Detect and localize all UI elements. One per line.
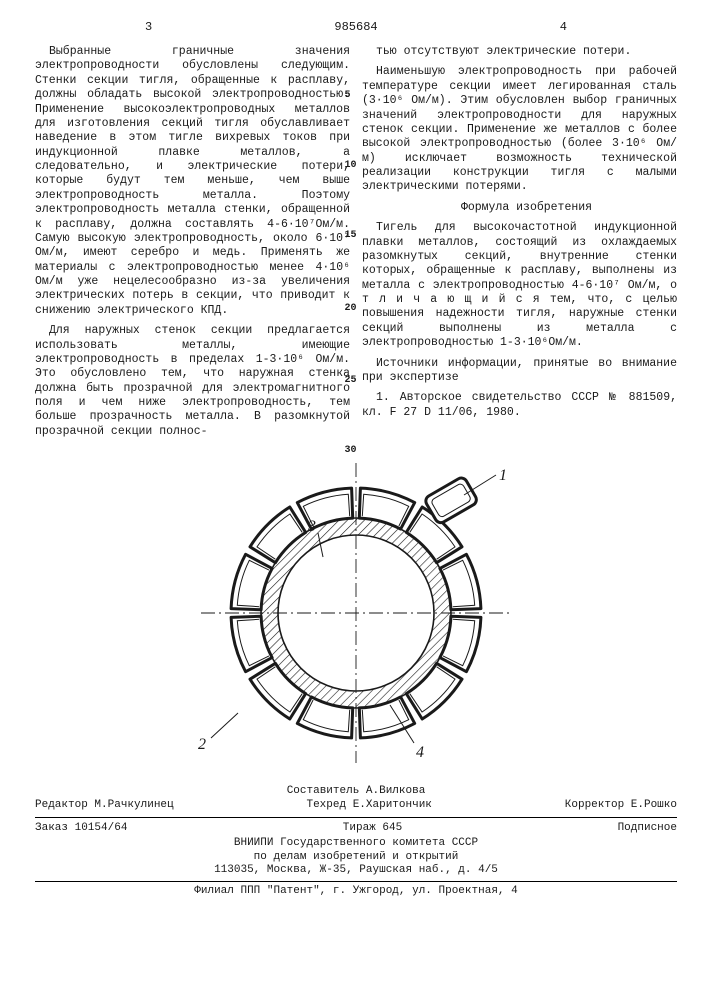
paragraph: 1. Авторское свидетельство СССР № 881509…	[362, 391, 677, 420]
patent-number: 985684	[152, 20, 560, 35]
page-number-left: 3	[145, 20, 152, 35]
paragraph: Наименьшую электропроводность при рабоче…	[362, 65, 677, 194]
paragraph: тью отсутствуют электрические потери.	[362, 45, 677, 59]
svg-text:3: 3	[307, 518, 316, 535]
paragraph: Источники информации, принятые во вниман…	[362, 357, 677, 386]
address: 113035, Москва, Ж-35, Раушская наб., д. …	[35, 864, 677, 878]
line-marker: 25	[345, 375, 357, 388]
separator	[35, 817, 677, 818]
org-line-2: по делам изобретений и открытий	[35, 851, 677, 865]
svg-text:2: 2	[198, 736, 206, 753]
techred: Техред Е.Харитончик	[306, 799, 431, 813]
paragraph: Выбранные граничные значения электропров…	[35, 45, 350, 318]
line-marker: 30	[345, 445, 357, 458]
crucible-figure: 1 3 2 4	[35, 453, 677, 778]
footer-block: Составитель А.Вилкова Редактор М.Рачкули…	[35, 785, 677, 899]
line-marker: 10	[345, 160, 357, 173]
line-marker: 20	[345, 303, 357, 316]
editor: Редактор М.Рачкулинец	[35, 799, 174, 813]
compiler-line: Составитель А.Вилкова	[35, 785, 677, 799]
paragraph: Для наружных стенок секции предлагается …	[35, 324, 350, 439]
branch: Филиал ППП "Патент", г. Ужгород, ул. Про…	[35, 885, 677, 899]
org-line-1: ВНИИПИ Государственного комитета СССР	[35, 837, 677, 851]
line-marker: 5	[345, 90, 351, 103]
subscription: Подписное	[618, 822, 677, 836]
left-column: Выбранные граничные значения электропров…	[35, 45, 350, 445]
formula-title: Формула изобретения	[362, 201, 677, 215]
separator	[35, 881, 677, 882]
page-number-right: 4	[560, 20, 567, 35]
tirage: Тираж 645	[343, 822, 402, 836]
line-marker: 15	[345, 230, 357, 243]
right-column: тью отсутствуют электрические потери. На…	[362, 45, 677, 445]
paragraph: Тигель для высокочастотной индукционной …	[362, 221, 677, 350]
corrector: Корректор Е.Рошко	[565, 799, 677, 813]
svg-text:4: 4	[416, 744, 424, 761]
order-number: Заказ 10154/64	[35, 822, 127, 836]
svg-text:1: 1	[499, 467, 507, 484]
